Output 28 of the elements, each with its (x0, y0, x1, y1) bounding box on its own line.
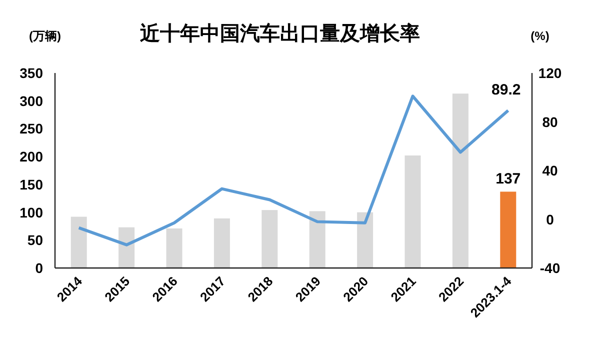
y-tick-label: 350 (20, 65, 44, 81)
bar (214, 218, 230, 268)
bar (70, 216, 87, 268)
bar (166, 228, 182, 268)
y-tick-label: 0 (35, 260, 44, 276)
y-tick-label: 300 (20, 92, 44, 109)
bar (357, 212, 374, 268)
bar (452, 94, 468, 268)
bar (118, 227, 135, 268)
data-label: 89.2 (492, 82, 521, 99)
y-tick-label: 250 (20, 120, 44, 137)
chart-title: 近十年中国汽车出口量及增长率 (139, 22, 420, 45)
bar (309, 211, 326, 268)
bar (404, 155, 421, 268)
bar (262, 210, 278, 268)
y2-tick-label: 0 (546, 211, 554, 228)
y2-tick-label: -40 (540, 260, 560, 276)
y-axis-title: (万辆) (29, 29, 61, 43)
y-tick-label: 200 (20, 148, 44, 165)
y-tick-label: 100 (20, 204, 44, 220)
y-tick-label: 50 (27, 232, 44, 248)
bar (500, 192, 516, 268)
y2-tick-label: 80 (542, 114, 558, 130)
y-tick-label: 150 (20, 176, 44, 192)
y2-axis-title: (%) (530, 29, 550, 43)
y2-tick-label: 120 (538, 65, 562, 81)
data-label: 137 (496, 170, 521, 188)
y2-tick-label: 40 (542, 162, 558, 178)
